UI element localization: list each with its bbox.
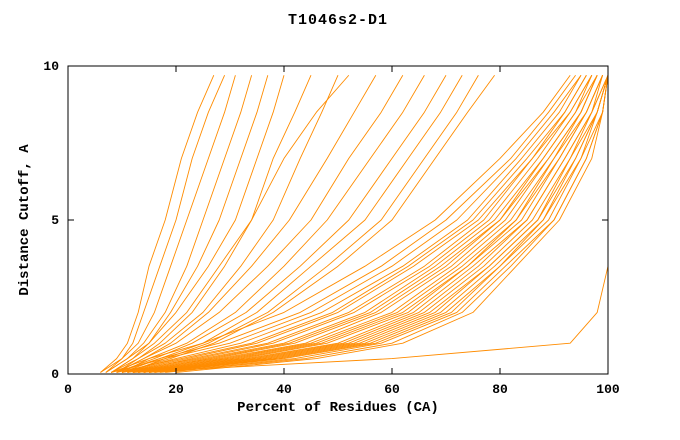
model-curve [121,75,463,373]
model-curve [132,75,604,373]
x-tick-label: 40 [276,382,292,397]
model-curve [165,75,609,373]
model-curve [105,75,285,373]
x-tick-label: 100 [596,382,620,397]
y-tick-label: 5 [51,213,59,228]
model-curve [105,75,226,373]
x-tick-label: 80 [492,382,508,397]
model-curve [132,75,598,373]
model-curve [116,75,377,373]
model-curve [121,75,587,373]
model-curve [143,75,609,373]
model-curve [105,75,253,373]
y-tick-label: 0 [51,367,59,382]
model-curve [111,74,582,373]
x-tick-label: 60 [384,382,400,397]
model-curve [116,75,404,373]
model-curve [175,75,609,373]
model-curve [121,75,582,373]
model-curve [138,75,604,373]
model-curve [111,74,571,373]
model-curve [116,75,339,373]
model-curve [100,75,236,373]
model-curve [132,75,598,373]
chart-title: T1046s2-D1 [287,12,388,29]
model-curve [121,75,425,373]
model-curve [116,75,587,373]
model-curve [127,75,593,373]
model-curve [154,75,609,373]
x-axis-label: Percent of Residues (CA) [237,400,439,416]
model-curve [154,75,609,373]
model-curve [110,74,350,373]
model-curve [116,74,576,373]
y-tick-label: 10 [43,59,59,74]
model-curve [148,75,609,373]
model-curve [143,75,604,373]
model-curve [121,75,593,373]
model-curve [100,75,215,373]
model-curve [132,75,609,373]
model-curve [110,75,312,373]
x-tick-label: 0 [64,382,72,397]
model-curve [159,75,609,373]
model-curve [110,75,269,373]
model-curve [138,75,604,373]
model-curve [127,75,479,373]
model-curve [138,75,598,373]
x-tick-label: 20 [168,382,184,397]
